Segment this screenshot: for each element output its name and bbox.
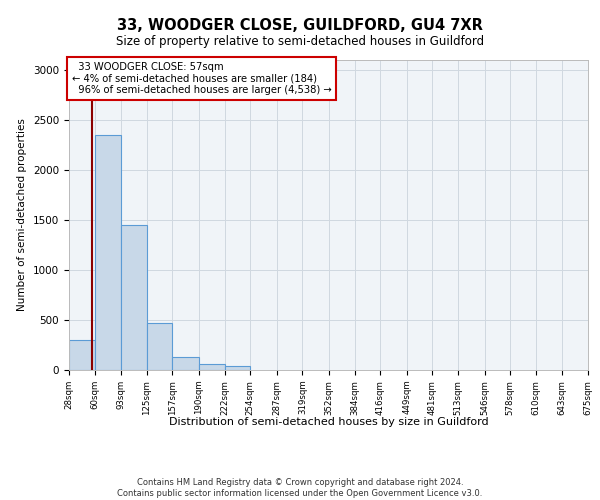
- Bar: [121, 225, 147, 370]
- X-axis label: Distribution of semi-detached houses by size in Guildford: Distribution of semi-detached houses by …: [169, 418, 488, 428]
- Bar: [95, 135, 121, 370]
- Bar: [172, 357, 199, 370]
- Text: Contains HM Land Registry data © Crown copyright and database right 2024.
Contai: Contains HM Land Registry data © Crown c…: [118, 478, 482, 498]
- Bar: [69, 340, 95, 370]
- Bar: [147, 323, 172, 370]
- Text: 33, WOODGER CLOSE, GUILDFORD, GU4 7XR: 33, WOODGER CLOSE, GUILDFORD, GU4 7XR: [117, 18, 483, 32]
- Text: Size of property relative to semi-detached houses in Guildford: Size of property relative to semi-detach…: [116, 35, 484, 48]
- Bar: [199, 364, 224, 370]
- Y-axis label: Number of semi-detached properties: Number of semi-detached properties: [17, 118, 28, 312]
- Text: 33 WOODGER CLOSE: 57sqm
← 4% of semi-detached houses are smaller (184)
  96% of : 33 WOODGER CLOSE: 57sqm ← 4% of semi-det…: [71, 62, 331, 95]
- Bar: [224, 366, 250, 370]
